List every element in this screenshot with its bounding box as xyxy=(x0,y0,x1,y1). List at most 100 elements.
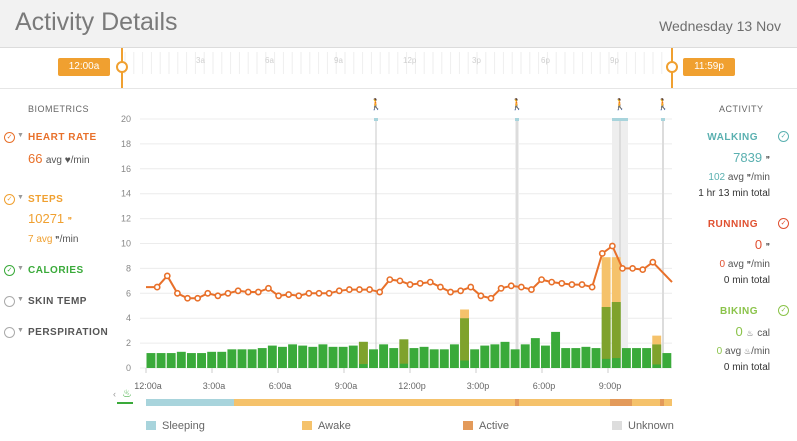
walker-icon: 🚶 xyxy=(656,98,670,111)
calorie-bar xyxy=(166,353,176,368)
heart-rate-point xyxy=(649,258,657,266)
state-band-segment xyxy=(146,399,234,406)
walking-average: 102 avg ❞/min xyxy=(660,172,770,183)
heart-rate-point xyxy=(214,292,222,300)
calorie-bar xyxy=(207,351,217,368)
chevron-down-icon[interactable]: ▼ xyxy=(17,194,24,201)
walking-label[interactable]: WALKING xyxy=(707,132,758,143)
steps-checkbox[interactable]: ✓ xyxy=(4,194,15,205)
y-tick-label: 4 xyxy=(126,313,131,323)
calorie-bar xyxy=(348,345,358,368)
heart-rate-point xyxy=(507,282,515,290)
flame-underline xyxy=(117,402,133,404)
start-handle-knob[interactable] xyxy=(116,61,128,73)
heart-rate-point xyxy=(447,288,454,296)
state-band-segment xyxy=(519,399,610,406)
state-band-segment xyxy=(515,399,519,406)
calorie-bar xyxy=(146,353,156,368)
walking-total: 1 hr 13 min total xyxy=(698,188,770,199)
heart-rate-point xyxy=(517,283,525,291)
calorie-bar xyxy=(247,349,257,368)
heart-rate-point xyxy=(275,292,282,300)
heart-rate-line xyxy=(146,244,673,300)
calorie-bar xyxy=(308,346,318,368)
biking-label[interactable]: BIKING xyxy=(720,306,758,317)
chevron-down-icon[interactable]: ▼ xyxy=(17,265,24,272)
timeline-label: 9a xyxy=(334,56,343,65)
biking-average: 0 avg ♨/min xyxy=(660,346,770,357)
y-tick-label: 10 xyxy=(121,239,131,249)
calorie-bar xyxy=(156,353,166,368)
heart-rate-point xyxy=(396,277,404,285)
legend-label: Awake xyxy=(318,420,351,432)
heart-rate-point xyxy=(477,292,485,300)
running-checkbox[interactable]: ✓ xyxy=(778,218,789,229)
heart-rate-checkbox[interactable]: ✓ xyxy=(4,132,15,143)
biking-checkbox[interactable]: ✓ xyxy=(778,305,789,316)
start-time-handle[interactable]: 12:00a xyxy=(58,58,110,76)
heart-rate-point xyxy=(619,264,626,272)
chevron-down-icon[interactable]: ▼ xyxy=(17,132,24,139)
end-time-handle[interactable]: 11:59p xyxy=(683,58,735,76)
steps-overlap-bar xyxy=(460,318,469,361)
chevron-down-icon[interactable]: ▼ xyxy=(17,327,24,334)
heart-rate-point xyxy=(285,291,293,298)
heart-rate-point xyxy=(204,289,212,297)
y-tick-label: 2 xyxy=(126,338,131,348)
calorie-bar xyxy=(510,349,520,368)
scroll-left-icon[interactable]: ‹ xyxy=(113,389,116,399)
calorie-bar xyxy=(470,349,480,368)
state-band-segment xyxy=(234,399,515,406)
legend-swatch xyxy=(302,421,312,430)
running-total: 0 min total xyxy=(723,275,770,286)
walking-checkbox[interactable]: ✓ xyxy=(778,131,789,142)
x-tick-label: 12:00a xyxy=(134,381,162,391)
skin-temp-checkbox[interactable] xyxy=(4,296,15,307)
x-tick-label: 9:00p xyxy=(599,381,622,391)
running-label[interactable]: RUNNING xyxy=(707,219,758,230)
steps-value: 10271 ❞ xyxy=(28,211,72,226)
calories-checkbox[interactable]: ✓ xyxy=(4,265,15,276)
y-tick-label: 0 xyxy=(126,363,131,373)
chevron-down-icon[interactable]: ▼ xyxy=(17,296,24,303)
heart-rate-label[interactable]: HEART RATE xyxy=(28,132,97,143)
legend-unknown: Unknown xyxy=(612,420,674,432)
calorie-bar xyxy=(429,349,439,368)
end-handle-knob[interactable] xyxy=(666,61,678,73)
steps-bar xyxy=(460,309,469,319)
calories-label[interactable]: CALORIES xyxy=(28,265,84,276)
timeline-label: 12p xyxy=(403,56,417,65)
steps-overlap-bar xyxy=(652,344,662,365)
calorie-bar xyxy=(328,346,338,368)
x-tick-label: 3:00p xyxy=(467,381,490,391)
walking-per-min: /min xyxy=(751,172,770,183)
skin-temp-label[interactable]: SKIN TEMP xyxy=(28,296,87,307)
heart-rate-point xyxy=(558,279,566,287)
footsteps-icon: ❞ xyxy=(765,155,770,164)
calorie-bar xyxy=(642,348,652,368)
heart-rate-point xyxy=(598,250,606,257)
perspiration-label[interactable]: PERSPIRATION xyxy=(28,327,109,338)
running-avg-unit: avg xyxy=(727,259,744,270)
heart-rate-point xyxy=(578,281,586,288)
heart-rate-point xyxy=(356,286,363,293)
activity-marker-cap xyxy=(374,118,378,121)
running-number: 0 xyxy=(754,237,763,252)
heart-rate-number: 66 xyxy=(28,151,43,166)
calorie-bar xyxy=(551,331,561,368)
steps-avg-number: 7 avg xyxy=(28,234,53,245)
time-range-slider[interactable]: 3a 6a 9a 12p 3p 6p 9p 12:00a 11:59p xyxy=(0,48,797,89)
footsteps-icon: ❞ xyxy=(746,260,752,269)
steps-label[interactable]: STEPS xyxy=(28,194,64,205)
flame-icon[interactable]: ♨ xyxy=(122,388,132,400)
walker-icon: 🚶 xyxy=(369,98,383,111)
heart-rate-point xyxy=(608,242,616,250)
steps-overlap-bar xyxy=(358,341,368,365)
calorie-bar xyxy=(318,344,328,368)
heart-rate-point xyxy=(265,284,272,292)
y-tick-label: 8 xyxy=(126,263,131,273)
heart-rate-point xyxy=(426,278,434,286)
heart-rate-point xyxy=(548,278,556,286)
perspiration-checkbox[interactable] xyxy=(4,327,15,338)
